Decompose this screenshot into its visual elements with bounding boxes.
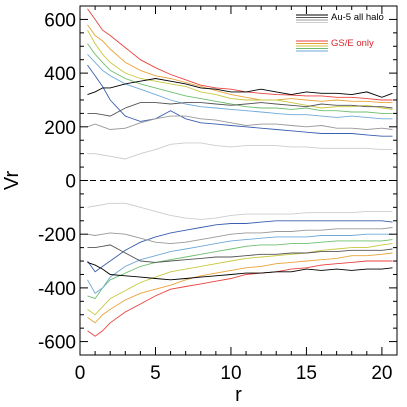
series-line-9 xyxy=(87,115,393,130)
y-tick-label: 400 xyxy=(44,64,76,85)
y-tick-label: 600 xyxy=(44,10,76,31)
series-line-2 xyxy=(87,24,393,104)
series-line-17 xyxy=(87,261,393,281)
series-line-13 xyxy=(87,243,393,316)
legend: Au-5 all halo GS/E only xyxy=(296,12,384,52)
y-tick-label: 0 xyxy=(65,172,76,193)
x-tick-label: 0 xyxy=(75,363,86,384)
plot-frame xyxy=(79,5,398,356)
series-line-12 xyxy=(87,252,393,324)
series-line-3 xyxy=(87,29,393,110)
series-line-7 xyxy=(87,78,393,98)
series-line-18 xyxy=(87,244,393,263)
x-axis-label: r xyxy=(235,384,242,406)
legend-label: GS/E only xyxy=(331,38,374,49)
series-line-20 xyxy=(87,202,393,220)
series-line-5 xyxy=(87,53,393,120)
y-tick-label: -400 xyxy=(38,279,76,300)
y-axis-label: Vr xyxy=(1,171,23,191)
x-tick-label: 5 xyxy=(150,363,161,384)
y-tick-label: -600 xyxy=(38,333,76,354)
series-line-19 xyxy=(87,227,393,245)
series-line-4 xyxy=(87,43,393,114)
x-axis-ticks: 0 5 10 15 20 xyxy=(75,6,398,384)
x-tick-label: 20 xyxy=(371,363,392,384)
y-tick-label: -200 xyxy=(38,225,76,246)
legend-label: Au-5 all halo xyxy=(331,12,384,23)
series-line-10 xyxy=(87,142,393,160)
y-tick-label: 200 xyxy=(44,118,76,139)
x-tick-label: 10 xyxy=(220,363,241,384)
plot-lines xyxy=(87,8,393,337)
x-tick-label: 15 xyxy=(296,363,317,384)
series-line-11 xyxy=(87,260,393,337)
series-line-15 xyxy=(87,233,393,294)
y-axis-ticks: -600 -400 -200 0 200 400 600 xyxy=(38,5,397,356)
series-line-8 xyxy=(87,102,393,117)
series-line-16 xyxy=(87,220,393,273)
series-line-1 xyxy=(87,8,393,101)
